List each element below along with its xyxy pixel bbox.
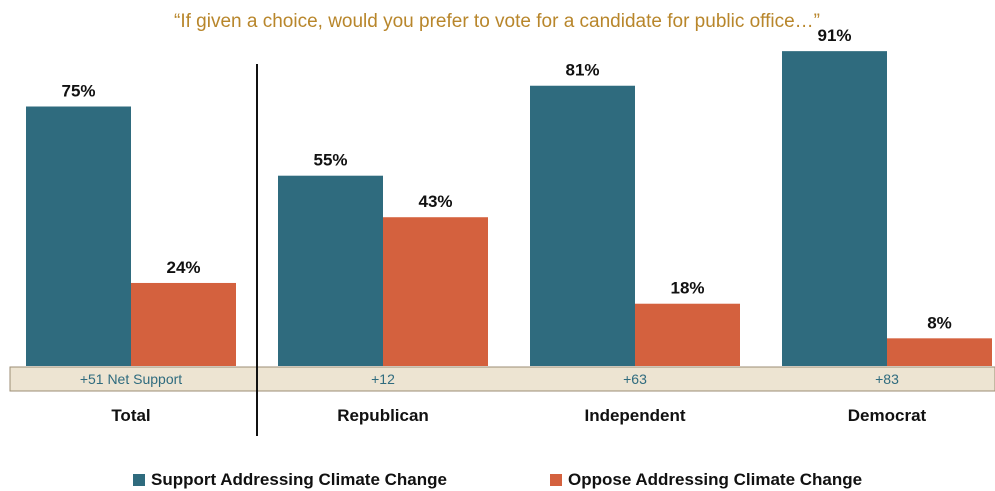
net-label-democrat: +83: [875, 371, 899, 387]
legend-label-oppose: Oppose Addressing Climate Change: [568, 470, 862, 489]
category-label-total: Total: [111, 406, 150, 425]
data-label-oppose-republican: 43%: [418, 192, 452, 211]
bar-support-republican: [278, 175, 383, 366]
data-label-support-republican: 55%: [313, 151, 347, 170]
bar-layer: [26, 51, 992, 367]
data-label-oppose-total: 24%: [166, 258, 200, 277]
data-label-oppose-democrat: 8%: [927, 313, 952, 332]
category-label-democrat: Democrat: [848, 406, 927, 425]
net-support-band: [9, 366, 995, 392]
net-label-total: +51 Net Support: [80, 371, 182, 387]
bar-support-democrat: [782, 51, 887, 366]
legend-swatch-oppose: [550, 474, 562, 486]
bar-oppose-independent: [635, 303, 740, 366]
data-label-support-independent: 81%: [565, 61, 599, 80]
legend-swatch-support: [133, 474, 145, 486]
bar-oppose-total: [131, 282, 236, 366]
data-label-support-democrat: 91%: [817, 26, 851, 45]
category-label-republican: Republican: [337, 406, 429, 425]
net-support-band-layer: [9, 366, 995, 392]
legend-label-support: Support Addressing Climate Change: [151, 470, 447, 489]
bar-oppose-republican: [383, 217, 488, 366]
bar-oppose-democrat: [887, 338, 992, 366]
net-label-independent: +63: [623, 371, 647, 387]
chart-title: “If given a choice, would you prefer to …: [174, 11, 820, 32]
data-label-oppose-independent: 18%: [670, 279, 704, 298]
net-label-republican: +12: [371, 371, 395, 387]
category-label-independent: Independent: [584, 406, 685, 425]
bar-support-independent: [530, 85, 635, 367]
label-layer: 75% 24% +51 Net Support Total 55% 43% +12 Repub…: [61, 26, 951, 425]
legend: Support Addressing Climate Change Oppose…: [133, 470, 862, 489]
bar-support-total: [26, 106, 131, 366]
data-label-support-total: 75%: [61, 82, 95, 101]
